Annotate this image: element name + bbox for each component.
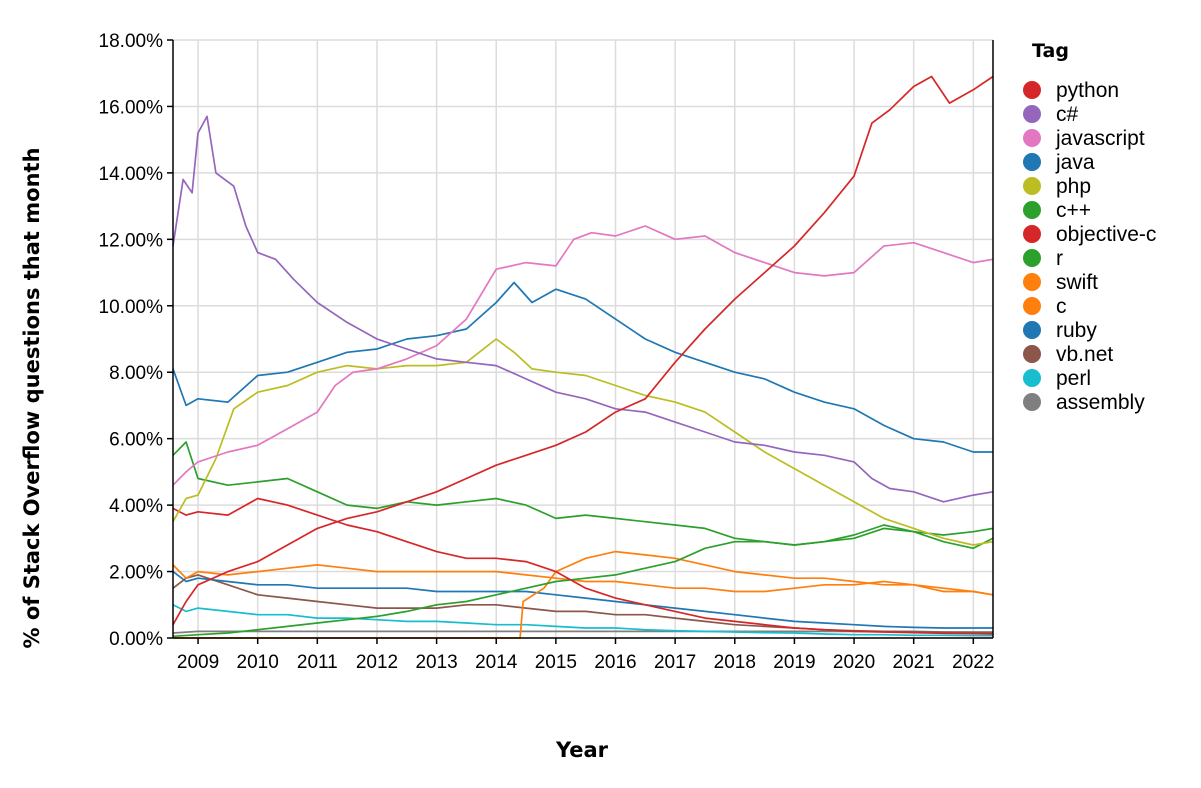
legend-item: javascript xyxy=(1023,127,1145,150)
legend-label: c# xyxy=(1056,103,1079,126)
x-axis-title: Year xyxy=(555,738,609,762)
x-tick-label: 2017 xyxy=(654,652,696,673)
x-tick-label: 2020 xyxy=(833,652,875,673)
legend-swatch xyxy=(1023,105,1041,123)
legend-label: c xyxy=(1056,295,1067,318)
legend-label: python xyxy=(1056,79,1119,102)
legend-label: objective-c xyxy=(1056,223,1156,246)
legend-item: c# xyxy=(1023,103,1079,126)
legend-swatch xyxy=(1023,81,1041,99)
legend-label: java xyxy=(1055,151,1095,174)
legend-label: javascript xyxy=(1055,127,1145,150)
legend-item: java xyxy=(1023,151,1095,174)
series-line-c- xyxy=(172,115,994,503)
axes: 0.00% 2.00% 4.00% 6.00% 8.00% 10.00% 12.00% 14.… xyxy=(99,31,995,673)
legend-label: r xyxy=(1056,247,1063,270)
legend-swatch xyxy=(1023,249,1041,267)
legend-item: c++ xyxy=(1023,199,1091,222)
legend-label: php xyxy=(1056,175,1091,198)
legend-swatch xyxy=(1023,177,1041,195)
x-tick-label: 2019 xyxy=(773,652,815,673)
x-tick-label: 2015 xyxy=(535,652,577,673)
series-line-javascript xyxy=(172,225,994,486)
legend-label: perl xyxy=(1056,367,1091,390)
y-tick-label: 0.00% xyxy=(109,629,163,650)
legend-swatch xyxy=(1023,153,1041,171)
y-tick-label: 18.00% xyxy=(99,31,164,52)
legend-item: ruby xyxy=(1023,319,1097,342)
legend-label: swift xyxy=(1056,271,1098,294)
x-tick-label: 2013 xyxy=(415,652,457,673)
x-tick-label: 2010 xyxy=(237,652,279,673)
legend-swatch xyxy=(1023,225,1041,243)
legend-item: vb.net xyxy=(1023,343,1113,366)
legend-item: perl xyxy=(1023,367,1091,390)
legend-swatch xyxy=(1023,297,1041,315)
series-line-python xyxy=(172,75,994,626)
legend-item: r xyxy=(1023,247,1063,270)
legend-label: ruby xyxy=(1056,319,1097,342)
x-tick-label: 2012 xyxy=(356,652,398,673)
x-tick-label: 2009 xyxy=(177,652,219,673)
legend-item: assembly xyxy=(1023,391,1145,414)
legend-swatch xyxy=(1023,273,1041,291)
legend-swatch xyxy=(1023,321,1041,339)
series-line-c xyxy=(172,564,994,596)
x-tick-label: 2018 xyxy=(714,652,756,673)
legend-item: swift xyxy=(1023,271,1098,294)
legend-swatch xyxy=(1023,393,1041,411)
legend-swatch xyxy=(1023,345,1041,363)
series-line-ruby xyxy=(172,570,993,629)
series-line-c- xyxy=(172,441,994,546)
legend-swatch xyxy=(1023,201,1041,219)
series-line-java xyxy=(172,281,993,453)
x-tick-label: 2014 xyxy=(475,652,518,673)
legend-title: Tag xyxy=(1032,40,1069,62)
x-tick-label: 2022 xyxy=(952,652,994,673)
legend-item: c xyxy=(1023,295,1067,318)
y-tick-label: 10.00% xyxy=(99,297,164,318)
legend-item: objective-c xyxy=(1023,223,1156,246)
legend-item: php xyxy=(1023,175,1091,198)
y-tick-label: 4.00% xyxy=(109,496,163,517)
y-tick-label: 14.00% xyxy=(99,164,164,185)
legend-label: assembly xyxy=(1056,391,1145,414)
y-tick-label: 16.00% xyxy=(99,97,164,118)
series-line-r xyxy=(172,524,994,638)
y-axis-title: % of Stack Overflow questions that month xyxy=(20,147,44,648)
series-line-php xyxy=(172,338,994,546)
legend-swatch xyxy=(1023,129,1041,147)
x-tick-label: 2016 xyxy=(594,652,636,673)
y-tick-label: 6.00% xyxy=(109,430,163,451)
x-tick-label: 2021 xyxy=(893,652,935,673)
series-line-swift xyxy=(173,550,994,639)
legend-label: c++ xyxy=(1056,199,1091,222)
series-line-objective-c xyxy=(172,497,994,635)
legend-swatch xyxy=(1023,369,1041,387)
legend-item: python xyxy=(1023,79,1119,102)
series-lines xyxy=(172,75,994,639)
x-tick-label: 2011 xyxy=(297,652,338,673)
legend-label: vb.net xyxy=(1056,343,1113,366)
legend: Tag pythonc#javascriptjavaphpc++objectiv… xyxy=(1023,40,1156,414)
y-tick-label: 2.00% xyxy=(109,563,163,584)
y-tick-label: 12.00% xyxy=(99,230,164,251)
series-line-perl xyxy=(172,604,993,637)
y-tick-label: 8.00% xyxy=(109,363,163,384)
